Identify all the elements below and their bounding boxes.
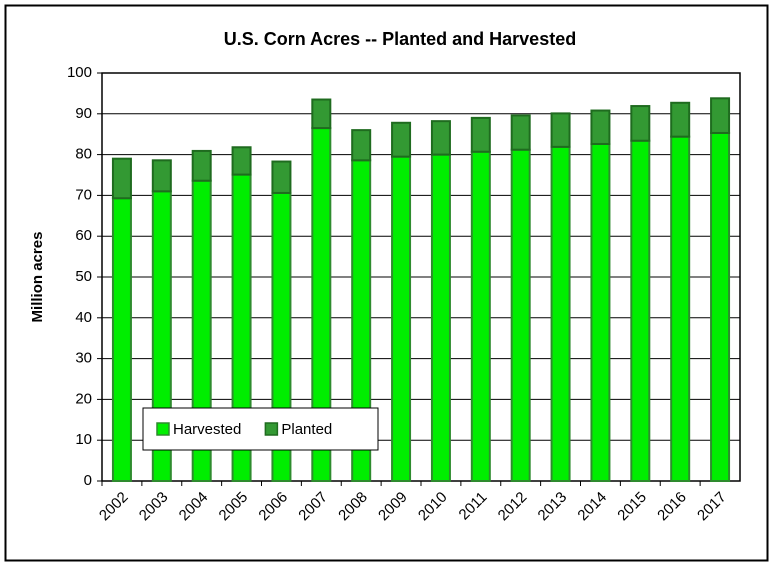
bar-segment (271, 160, 292, 194)
bar-segment (430, 153, 451, 482)
legend-box (142, 407, 379, 451)
bar-segment (191, 149, 212, 182)
y-tick-label: 10 (75, 431, 92, 448)
bar-segment (111, 197, 132, 482)
y-tick-label: 20 (75, 390, 92, 407)
bar-segment (590, 109, 611, 145)
bar-segment (430, 120, 451, 156)
bar-segment (550, 145, 571, 483)
bar-segment (351, 129, 372, 162)
y-tick-label: 40 (75, 309, 92, 326)
y-tick-label: 50 (75, 268, 92, 285)
bar-segment (510, 148, 531, 482)
bar-segment (550, 112, 571, 148)
y-tick-label: 0 (84, 472, 92, 489)
bar-segment (590, 142, 611, 482)
bar-segment (710, 97, 731, 134)
y-tick-label: 80 (75, 146, 92, 163)
chart-title: U.S. Corn Acres -- Planted and Harvested (224, 29, 576, 49)
bar-segment (391, 121, 412, 158)
bar-segment (510, 114, 531, 151)
bar-segment (470, 150, 491, 483)
y-tick-label: 60 (75, 227, 92, 244)
legend-swatch (156, 422, 170, 436)
legend-swatch (264, 422, 279, 436)
bar-segment (391, 155, 412, 482)
bar-segment (670, 135, 691, 482)
bar-segment (710, 131, 731, 482)
bar-segment (111, 157, 132, 200)
bar-segment (630, 105, 651, 142)
bar-segment (151, 159, 172, 193)
y-tick-label: 30 (75, 350, 92, 367)
y-tick-label: 70 (75, 186, 92, 203)
y-axis-label: Million acres (29, 232, 46, 323)
bar-segment (470, 116, 491, 153)
bar-segment (670, 101, 691, 138)
y-tick-label: 100 (67, 64, 92, 81)
legend-label: Planted (281, 421, 332, 438)
bar-segment (630, 139, 651, 482)
bar-segment (231, 146, 252, 176)
bar-segment (311, 98, 332, 130)
legend-label: Harvested (173, 421, 241, 438)
y-tick-label: 90 (75, 105, 92, 122)
